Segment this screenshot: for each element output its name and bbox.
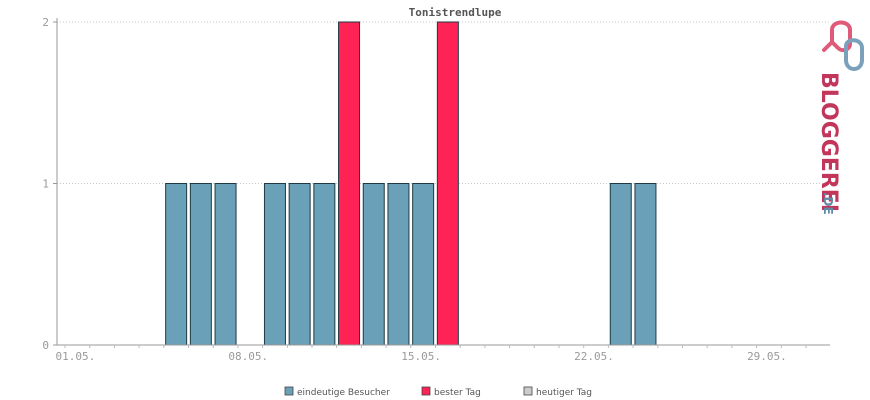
x-tick-label: 08.05.	[228, 350, 268, 363]
bar-day-23	[609, 183, 632, 346]
bloggerei-logo: BLOGGEREI .DE	[816, 20, 864, 215]
bar-day-5	[165, 183, 188, 346]
bar-day-7	[214, 183, 237, 346]
bar-day-15	[412, 183, 435, 346]
bar-day-10	[288, 183, 311, 346]
x-tick-label: 15.05.	[401, 350, 441, 363]
bar-day-12	[338, 21, 361, 346]
axes	[56, 18, 830, 348]
bar-day-24	[634, 183, 657, 346]
y-tick-label: 2	[42, 16, 49, 29]
logo-text: BLOGGEREI	[816, 72, 841, 212]
y-tick-label: 1	[42, 178, 49, 191]
legend-swatch	[421, 386, 431, 396]
x-axis-ticks: 01.05. 08.05. 15.05. 22.05. 29.05.	[55, 350, 786, 363]
bar-day-9	[263, 183, 286, 346]
logo-icon	[822, 20, 864, 71]
legend-label: heutiger Tag	[536, 388, 592, 398]
x-tick-label: 29.05.	[747, 350, 787, 363]
y-tick-label: 0	[42, 339, 49, 352]
bar-day-13	[362, 183, 385, 346]
bars	[165, 21, 657, 346]
x-tick-label: 22.05.	[574, 350, 614, 363]
legend-swatch	[284, 386, 294, 396]
legend: eindeutige Besucher bester Tag heutiger Ta…	[284, 386, 592, 398]
legend-label: bester Tag	[434, 388, 481, 398]
logo-suffix: .DE	[821, 192, 835, 215]
bar-day-16	[436, 21, 459, 346]
bar-day-6	[189, 183, 212, 346]
bar-day-14	[387, 183, 410, 346]
x-tick-label: 01.05.	[55, 350, 95, 363]
chart-title: Tonistrendlupe	[409, 6, 502, 19]
y-axis-ticks: 0 1 2	[42, 16, 57, 352]
bar-day-11	[313, 183, 336, 346]
legend-label: eindeutige Besucher	[297, 388, 390, 398]
legend-swatch	[523, 386, 533, 396]
